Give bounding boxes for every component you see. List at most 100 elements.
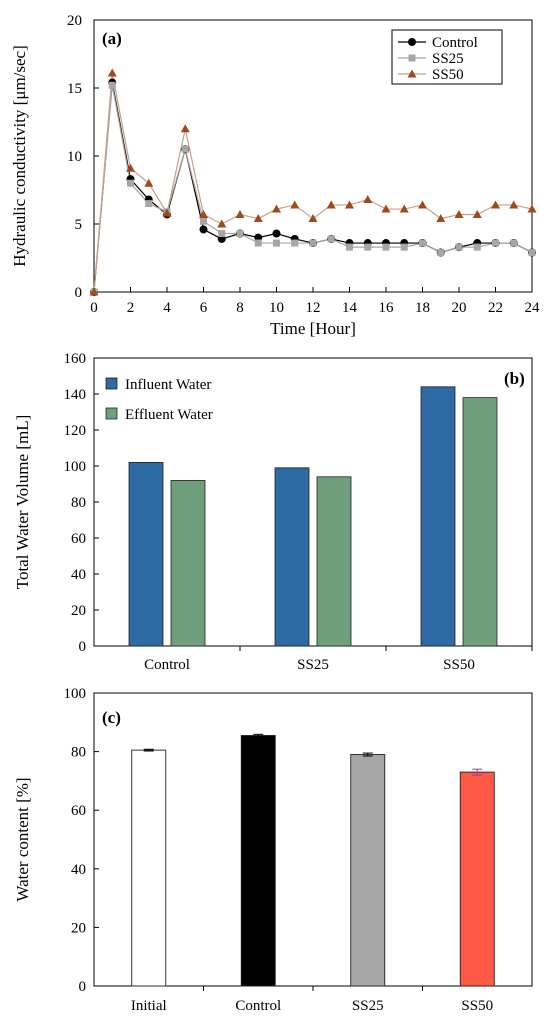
- y-tick-label: 140: [64, 387, 87, 403]
- legend-swatch: [105, 407, 118, 420]
- data-point-ss25: [181, 145, 189, 153]
- data-point-ss25: [108, 81, 116, 89]
- data-point-ss50: [107, 68, 117, 77]
- legend-label-ss25: SS25: [432, 51, 464, 67]
- y-tick-label: 60: [71, 803, 86, 819]
- bar-initial: [131, 749, 167, 987]
- data-point-ss25: [382, 243, 390, 251]
- series-line-ss25: [93, 85, 533, 293]
- x-tick-label: Control: [144, 657, 190, 673]
- legend: Influent Water Effluent Water: [105, 377, 213, 423]
- data-point-ss25: [455, 243, 463, 251]
- data-point-control: [272, 229, 281, 238]
- hydraulic-conductivity-chart: (a) Hydraulic conductivity [μm/sec] Time…: [10, 13, 540, 338]
- x-tick-label: 10: [269, 300, 284, 316]
- x-tick-label: 4: [163, 300, 171, 316]
- x-tick-label: 2: [127, 300, 135, 316]
- legend: Control SS25 SS50: [391, 29, 503, 85]
- data-point-ss50: [180, 124, 190, 133]
- legend-marker: [408, 54, 416, 62]
- series-line-control: [93, 82, 533, 293]
- y-tick-label: 60: [71, 531, 86, 547]
- legend-swatch: [105, 377, 118, 390]
- data-point-ss50: [472, 209, 482, 218]
- total-water-volume-chart: (b) Total Water Volume [mL] Influent Wat…: [13, 351, 533, 673]
- bar-influent: [274, 467, 310, 647]
- data-point-ss25: [419, 239, 426, 247]
- y-tick-label: 20: [71, 603, 86, 619]
- legend-label-control: Control: [432, 35, 478, 51]
- bar-influent: [128, 461, 164, 647]
- data-point-ss25: [327, 235, 335, 243]
- y-tick-label: 0: [79, 639, 87, 655]
- y-tick-label: 5: [75, 217, 83, 233]
- data-point-ss50: [308, 214, 318, 223]
- y-tick-label: 20: [71, 920, 86, 936]
- data-point-ss50: [144, 178, 154, 187]
- data-point-ss25: [309, 239, 317, 247]
- data-point-ss50: [527, 204, 537, 213]
- x-tick-label: Control: [235, 998, 281, 1014]
- x-tick-label: 8: [236, 300, 244, 316]
- data-point-ss25: [492, 239, 499, 247]
- x-tick-label: 12: [306, 300, 321, 316]
- x-tick-label: 20: [452, 300, 467, 316]
- x-tick-label: 16: [379, 300, 395, 316]
- data-point-ss25: [218, 230, 226, 238]
- data-point-ss50: [436, 214, 446, 223]
- panel-label-b: (b): [504, 369, 525, 388]
- data-point-ss25: [200, 217, 207, 225]
- legend-label-effluent: Effluent Water: [125, 407, 213, 423]
- data-point-ss25: [473, 243, 481, 251]
- y-tick-label: 120: [64, 423, 87, 439]
- data-point-control: [199, 225, 208, 234]
- legend-marker: [407, 69, 417, 78]
- bar-effluent: [316, 476, 352, 647]
- bar-influent: [420, 386, 456, 647]
- y-axis-label: Total Water Volume [mL]: [13, 415, 32, 590]
- data-point-ss25: [364, 243, 372, 251]
- data-point-ss25: [437, 249, 445, 257]
- data-point-ss50: [345, 200, 354, 209]
- data-point-ss25: [510, 239, 518, 247]
- data-point-ss50: [199, 209, 208, 218]
- x-tick-label: 0: [90, 300, 98, 316]
- bar-control: [240, 735, 276, 987]
- x-tick-label: 14: [342, 300, 358, 316]
- legend-label-influent: Influent Water: [125, 377, 211, 393]
- data-point-ss25: [400, 243, 408, 251]
- y-tick-label: 100: [64, 686, 87, 702]
- data-point-ss50: [272, 204, 281, 213]
- y-tick-label: 100: [64, 459, 87, 475]
- data-point-ss50: [491, 200, 500, 209]
- x-tick-label: 6: [200, 300, 208, 316]
- bar-effluent: [462, 397, 498, 647]
- bar-effluent: [170, 479, 206, 647]
- data-point-ss50: [326, 200, 336, 209]
- data-point-ss50: [399, 204, 409, 213]
- water-content-chart: (c) Water content [%] 0 20 40 60 80 100 Initia…: [13, 686, 533, 1014]
- series-line-ss50: [93, 72, 533, 293]
- bar-ss50: [459, 771, 495, 987]
- x-tick-label: 24: [525, 300, 541, 316]
- data-point-ss25: [236, 230, 244, 238]
- y-tick-label: 0: [79, 979, 87, 995]
- data-point-ss50: [381, 204, 391, 213]
- data-point-ss25: [291, 239, 299, 247]
- y-tick-label: 20: [67, 13, 82, 29]
- x-tick-label: 18: [415, 300, 430, 316]
- data-point-ss25: [528, 249, 536, 257]
- data-point-ss25: [145, 200, 153, 208]
- data-point-ss50: [509, 200, 519, 209]
- y-axis-label: Hydraulic conductivity [μm/sec]: [10, 45, 29, 267]
- data-point-ss50: [162, 208, 172, 217]
- y-tick-label: 40: [71, 567, 86, 583]
- data-point-ss50: [253, 214, 263, 223]
- x-tick-label: SS25: [297, 657, 329, 673]
- data-point-ss25: [346, 243, 353, 251]
- data-point-ss50: [89, 287, 99, 296]
- panel-label-a: (a): [102, 29, 122, 48]
- y-tick-label: 80: [71, 745, 86, 761]
- y-axis-label: Water content [%]: [13, 777, 32, 901]
